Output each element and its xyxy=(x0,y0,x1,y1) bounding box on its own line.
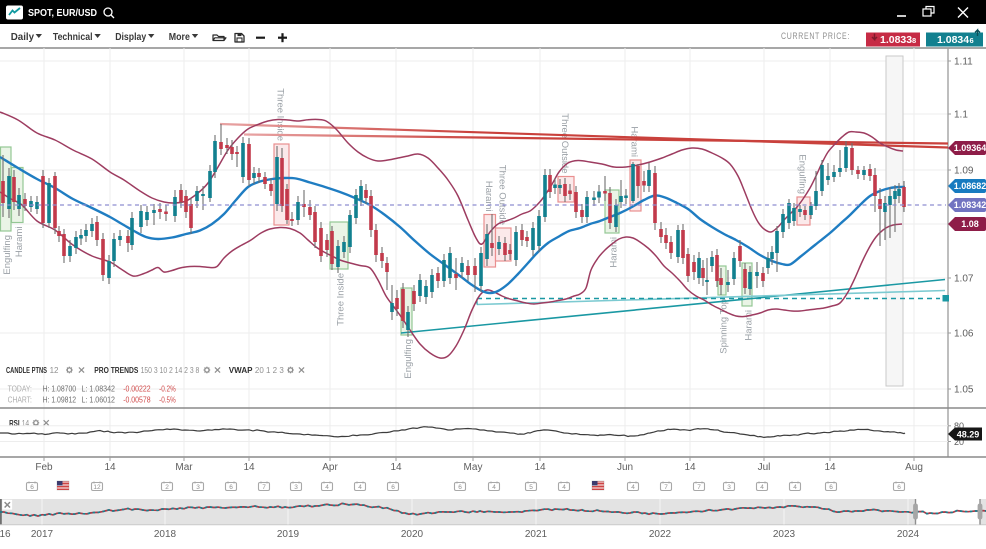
svg-text:6: 6 xyxy=(829,484,833,491)
svg-text:1.07: 1.07 xyxy=(954,274,974,285)
svg-text:Mar: Mar xyxy=(175,462,193,473)
svg-text:3: 3 xyxy=(294,484,298,491)
svg-text:1.08342: 1.08342 xyxy=(954,200,986,210)
svg-text:-0.2%: -0.2% xyxy=(159,385,176,394)
svg-text:1.0833: 1.0833 xyxy=(880,34,912,46)
svg-text:1.08682: 1.08682 xyxy=(954,181,986,191)
svg-text:TODAY:: TODAY: xyxy=(8,385,32,394)
svg-text:-0.5%: -0.5% xyxy=(159,396,176,405)
svg-text:Engulfing: Engulfing xyxy=(403,339,414,379)
svg-text:150 3 10 2 14 2 3 8: 150 3 10 2 14 2 3 8 xyxy=(141,366,200,375)
svg-text:Harami: Harami xyxy=(629,126,640,157)
svg-text:6: 6 xyxy=(30,484,34,491)
svg-text:2022: 2022 xyxy=(649,529,672,540)
svg-text:VWAP: VWAP xyxy=(229,366,253,375)
svg-text:2024: 2024 xyxy=(897,529,920,540)
svg-text:14: 14 xyxy=(243,462,255,473)
svg-text:Harami: Harami xyxy=(609,237,620,268)
svg-text:48.29: 48.29 xyxy=(957,429,980,439)
svg-text:CURRENT PRICE:: CURRENT PRICE: xyxy=(781,31,850,41)
svg-text:14: 14 xyxy=(390,462,402,473)
svg-text:1.08: 1.08 xyxy=(961,219,979,229)
svg-text:PRO TRENDS: PRO TRENDS xyxy=(94,366,139,375)
svg-text:80: 80 xyxy=(954,421,964,431)
svg-text:7: 7 xyxy=(664,484,668,491)
svg-text:12: 12 xyxy=(50,366,59,375)
svg-text:CANDLE PTNS: CANDLE PTNS xyxy=(6,366,47,375)
svg-text:Daily: Daily xyxy=(11,32,35,43)
svg-text:12: 12 xyxy=(93,484,101,491)
svg-text:1.09364: 1.09364 xyxy=(954,143,986,153)
svg-text:Technical: Technical xyxy=(53,32,93,43)
svg-text:CHART:: CHART: xyxy=(8,396,32,405)
svg-text:6: 6 xyxy=(229,484,233,491)
svg-text:1.0834: 1.0834 xyxy=(937,34,969,46)
svg-text:Harami: Harami xyxy=(14,227,25,258)
svg-text:Harami: Harami xyxy=(744,310,755,341)
svg-text:3: 3 xyxy=(196,484,200,491)
svg-text:Jul: Jul xyxy=(758,462,771,473)
svg-text:May: May xyxy=(464,462,483,473)
svg-text:7: 7 xyxy=(262,484,266,491)
svg-text:1.11: 1.11 xyxy=(954,57,973,68)
svg-text:Jun: Jun xyxy=(617,462,633,473)
svg-text:14: 14 xyxy=(684,462,696,473)
svg-text:3: 3 xyxy=(727,484,731,491)
svg-text:1.09: 1.09 xyxy=(954,166,974,177)
svg-text:SPOT, EUR/USD: SPOT, EUR/USD xyxy=(28,8,97,19)
svg-text:1.1: 1.1 xyxy=(954,110,968,121)
svg-text:7: 7 xyxy=(697,484,701,491)
svg-text:20 1 2 3: 20 1 2 3 xyxy=(255,366,284,375)
svg-text:1.06: 1.06 xyxy=(954,329,974,340)
svg-text:H: 1.09812: H: 1.09812 xyxy=(43,396,77,405)
svg-text:Three Inside: Three Inside xyxy=(275,88,286,141)
svg-text:2023: 2023 xyxy=(773,529,796,540)
svg-text:4: 4 xyxy=(358,484,362,491)
svg-text:4: 4 xyxy=(562,484,566,491)
svg-text:14: 14 xyxy=(104,462,116,473)
svg-text:Aug: Aug xyxy=(905,462,923,473)
svg-text:Three Outside: Three Outside xyxy=(559,113,570,173)
svg-text:2017: 2017 xyxy=(31,529,54,540)
svg-text:1.05: 1.05 xyxy=(954,385,974,396)
svg-text:2018: 2018 xyxy=(154,529,177,540)
svg-text:6: 6 xyxy=(970,36,974,45)
svg-text:6: 6 xyxy=(458,484,462,491)
svg-text:14: 14 xyxy=(22,419,30,428)
svg-text:-0.00578: -0.00578 xyxy=(123,396,151,405)
svg-text:Display: Display xyxy=(115,32,146,43)
svg-text:-0.00222: -0.00222 xyxy=(123,385,151,394)
svg-text:H: 1.08700: H: 1.08700 xyxy=(43,385,77,394)
svg-text:6: 6 xyxy=(897,484,901,491)
svg-text:2: 2 xyxy=(165,484,169,491)
svg-text:L: 1.08342: L: 1.08342 xyxy=(82,385,116,394)
svg-text:2020: 2020 xyxy=(401,529,424,540)
svg-text:5: 5 xyxy=(529,484,533,491)
svg-text:4: 4 xyxy=(760,484,764,491)
svg-text:4: 4 xyxy=(793,484,797,491)
svg-text:20: 20 xyxy=(954,437,964,447)
svg-text:Apr: Apr xyxy=(322,462,338,473)
svg-text:Three Outside: Three Outside xyxy=(496,165,507,225)
svg-text:Engulfing: Engulfing xyxy=(2,235,13,275)
svg-text:8: 8 xyxy=(912,36,916,45)
svg-text:14: 14 xyxy=(534,462,546,473)
svg-text:Harami: Harami xyxy=(483,181,494,212)
svg-text:14: 14 xyxy=(824,462,836,473)
svg-text:16: 16 xyxy=(0,529,11,540)
svg-text:4: 4 xyxy=(325,484,329,491)
svg-text:4: 4 xyxy=(492,484,496,491)
svg-text:L: 1.06012: L: 1.06012 xyxy=(82,396,116,405)
svg-text:More: More xyxy=(169,32,190,43)
svg-text:Engulfing: Engulfing xyxy=(797,154,808,194)
svg-text:Spinning Top: Spinning Top xyxy=(719,299,730,354)
svg-text:RSI: RSI xyxy=(9,419,20,428)
svg-text:Three Inside: Three Inside xyxy=(336,273,347,326)
svg-text:2019: 2019 xyxy=(277,529,300,540)
svg-text:2021: 2021 xyxy=(525,529,548,540)
svg-text:4: 4 xyxy=(631,484,635,491)
svg-text:6: 6 xyxy=(391,484,395,491)
svg-text:Feb: Feb xyxy=(35,462,53,473)
